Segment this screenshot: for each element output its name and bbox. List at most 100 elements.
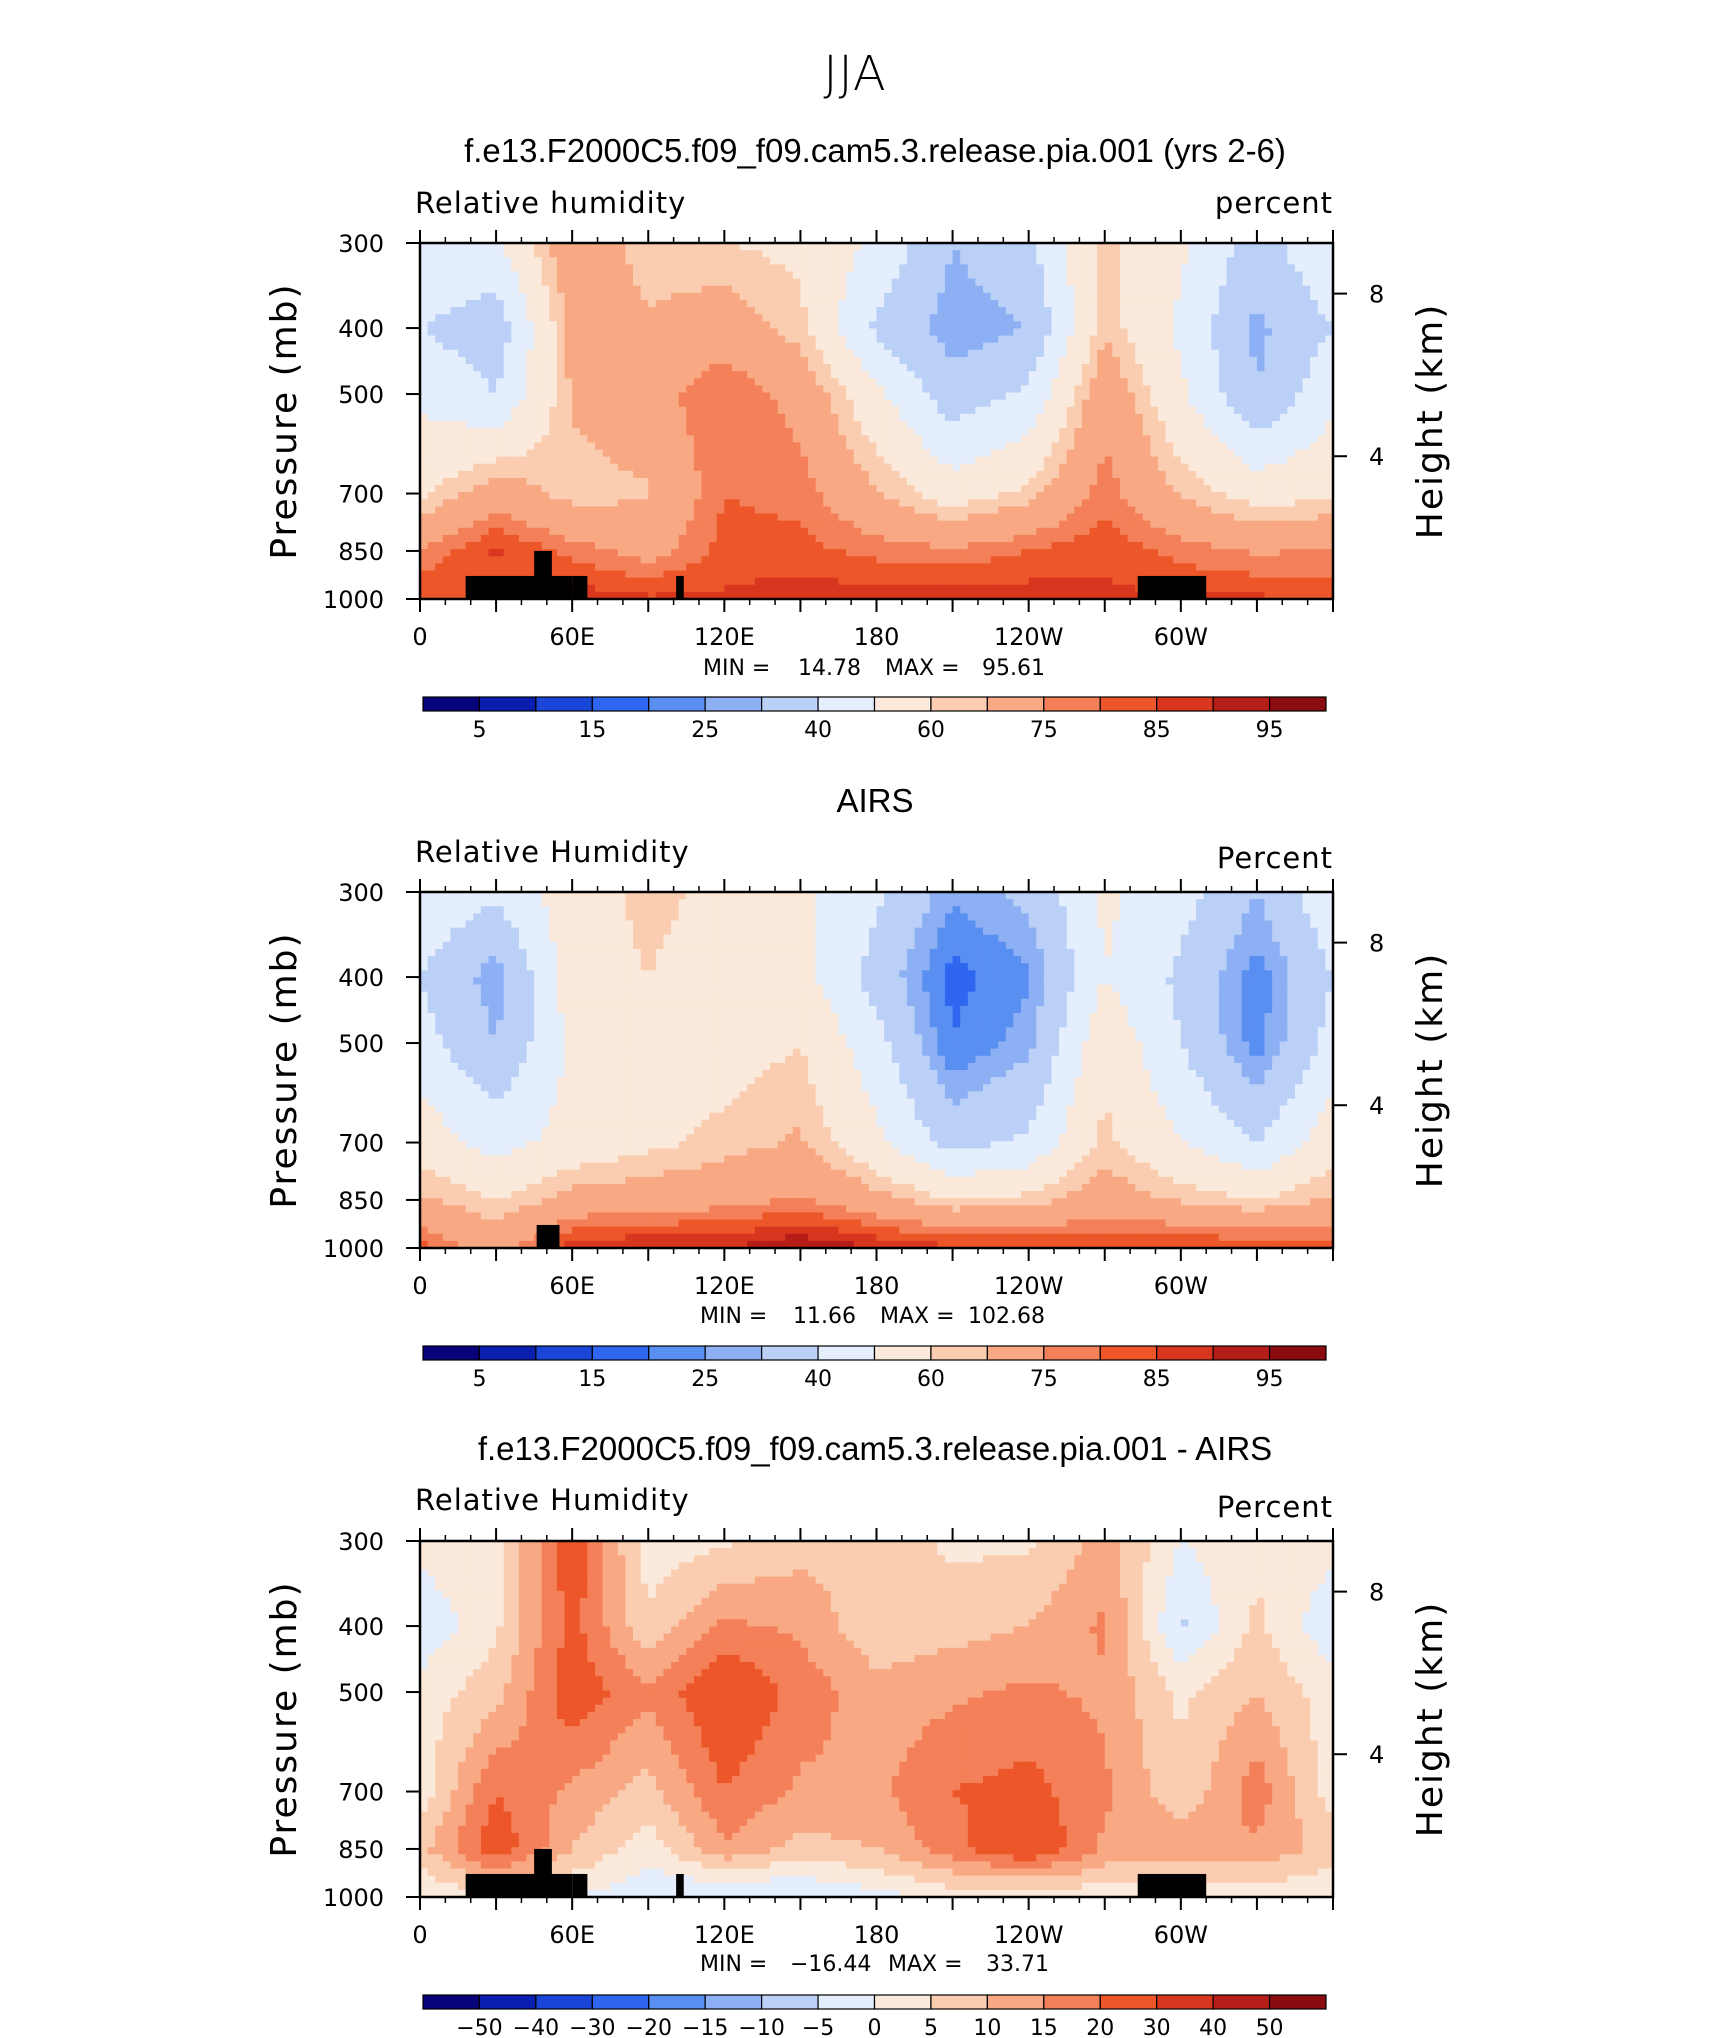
panel-3-colorbar-label: −5 — [802, 2016, 834, 2038]
panel-3-colorbar-label: −30 — [569, 2016, 615, 2038]
panel-2-max-label: MAX = — [880, 1304, 955, 1329]
panel-1-x-tick-label: 180 — [854, 623, 900, 651]
panel-2-y2-axis-title: Height (km) — [1410, 952, 1451, 1188]
panel-1-y2-axis-title: Height (km) — [1410, 303, 1451, 539]
colorbar-box — [592, 1995, 648, 2009]
panel-3-colorbar-label: 50 — [1256, 2016, 1284, 2038]
panel-3-colorbar-label: 0 — [868, 2016, 882, 2038]
panel-1-units-label: percent — [1100, 186, 1333, 220]
panel-2-colorbar: 5 15 25 40 60 75 85 95 — [423, 1346, 1326, 1392]
panel-2-colorbar-label: 15 — [578, 1367, 606, 1392]
panel-3-x-tick-label: 120E — [694, 1921, 755, 1949]
panel-2-y-tick-label: 500 — [338, 1030, 384, 1058]
panel-1-y-tick-label: 850 — [338, 538, 384, 566]
panel-2-colorbar-label: 60 — [917, 1367, 945, 1392]
panel-2-units-label: Percent — [1100, 841, 1333, 875]
panel-3-colorbar-label: 15 — [1030, 2016, 1058, 2038]
colorbar-box — [705, 697, 761, 711]
panel-1-x-tick-label: 60W — [1154, 623, 1208, 651]
panel-3-colorbar-label: −40 — [513, 2016, 559, 2038]
colorbar-box — [592, 1346, 648, 1360]
panel-3-colorbar-label: −50 — [456, 2016, 502, 2038]
panel-1-colorbar-label: 40 — [804, 718, 832, 743]
panel-3-colorbar-label: 40 — [1199, 2016, 1227, 2038]
panel-3-title: f.e13.F2000C5.f09_f09.cam5.3.release.pia… — [0, 1430, 1710, 1468]
colorbar-box — [536, 1346, 592, 1360]
panel-3-max-value: 33.71 — [986, 1952, 1049, 1977]
panel-2-colorbar-label: 75 — [1030, 1367, 1058, 1392]
colorbar-box — [423, 1346, 479, 1360]
panel-2-frame — [420, 892, 1333, 1248]
colorbar-box — [423, 697, 479, 711]
panel-1-min-value: 14.78 — [798, 656, 861, 681]
panel-2-topography-mask — [537, 1225, 560, 1248]
colorbar-box — [649, 1346, 705, 1360]
panel-2-x-tick-label: 60E — [549, 1272, 595, 1300]
colorbar-box — [987, 697, 1043, 711]
colorbar-box — [1213, 1995, 1269, 2009]
colorbar-box — [1270, 697, 1326, 711]
panel-3-variable-label: Relative Humidity — [415, 1483, 690, 1517]
panel-3-colorbar: −50 −40 −30 −20 −15 −10 −5 0 5 10 15 20 30 40 50 — [423, 1995, 1326, 2038]
colorbar-box — [875, 697, 931, 711]
colorbar-box — [1213, 1346, 1269, 1360]
panel-3-min-label: MIN = — [700, 1952, 767, 1977]
panel-3-y-tick-label: 850 — [338, 1836, 384, 1864]
colorbar-box — [1100, 1995, 1156, 2009]
panel-3-colorbar-label: −15 — [682, 2016, 728, 2038]
colorbar-box — [875, 1995, 931, 2009]
panel-1-max-value: 95.61 — [982, 656, 1045, 681]
panel-2-min-label: MIN = — [700, 1304, 767, 1329]
figure-title: JJA — [0, 46, 1710, 102]
panel-2-y-tick-label: 300 — [338, 879, 384, 907]
panel-1-y-tick-label: 500 — [338, 381, 384, 409]
panel-1-colorbar: 5 15 25 40 60 75 85 95 — [423, 697, 1326, 743]
panel-3-y-tick-label: 500 — [338, 1679, 384, 1707]
panel-1-x-tick-label: 60E — [549, 623, 595, 651]
panel-1-colorbar-label: 85 — [1143, 718, 1171, 743]
colorbar-box — [479, 1346, 535, 1360]
panel-1-topography-mask — [466, 551, 1207, 599]
panel-2-colorbar-label: 40 — [804, 1367, 832, 1392]
panel-2-colorbar-label: 95 — [1256, 1367, 1284, 1392]
colorbar-box — [931, 1995, 987, 2009]
panel-1-contour-field — [420, 243, 1334, 600]
colorbar-box — [1213, 697, 1269, 711]
panel-1-min-label: MIN = — [703, 656, 770, 681]
panel-1-frame — [420, 243, 1333, 599]
colorbar-box — [1100, 697, 1156, 711]
colorbar-box — [762, 697, 818, 711]
panel-3-y-tick-label: 400 — [338, 1613, 384, 1641]
panel-3-x-tick-label: 0 — [412, 1921, 427, 1949]
panel-1-y-tick-label: 300 — [338, 230, 384, 258]
panel-3-contour-field — [420, 1541, 1334, 1898]
panel-2-x-tick-label: 120W — [994, 1272, 1064, 1300]
panel-3-colorbar-label: −20 — [626, 2016, 672, 2038]
colorbar-box — [479, 1995, 535, 2009]
colorbar-box — [818, 1346, 874, 1360]
panel-3-y-tick-label: 1000 — [323, 1884, 384, 1912]
panel-3-y2-axis-title: Height (km) — [1410, 1601, 1451, 1837]
panel-2-y2-tick-label: 8 — [1369, 930, 1384, 958]
panel-1-title: f.e13.F2000C5.f09_f09.cam5.3.release.pia… — [0, 132, 1710, 170]
panel-3-topography-mask — [466, 1849, 1207, 1897]
panel-2-x-tick-label: 180 — [854, 1272, 900, 1300]
panel-2-y2-tick-label: 4 — [1369, 1092, 1384, 1120]
colorbar-box — [1157, 1995, 1213, 2009]
panel-3-y-axis-title: Pressure (mb) — [264, 1580, 305, 1857]
panel-1-y2-tick-label: 4 — [1369, 443, 1384, 471]
panel-3-y-tick-label: 300 — [338, 1528, 384, 1556]
colorbar-box — [649, 1995, 705, 2009]
panel-3-x-tick-label: 180 — [854, 1921, 900, 1949]
panel-2-y-tick-label: 400 — [338, 964, 384, 992]
panel-1-colorbar-label: 60 — [917, 718, 945, 743]
panel-1-y-axis-title: Pressure (mb) — [264, 282, 305, 559]
panel-1-y-tick-label: 700 — [338, 481, 384, 509]
colorbar-box — [536, 697, 592, 711]
colorbar-box — [931, 1346, 987, 1360]
colorbar-box — [875, 1346, 931, 1360]
panel-2-max-value: 102.68 — [968, 1304, 1045, 1329]
colorbar-box — [1157, 1346, 1213, 1360]
colorbar-box — [1044, 1995, 1100, 2009]
